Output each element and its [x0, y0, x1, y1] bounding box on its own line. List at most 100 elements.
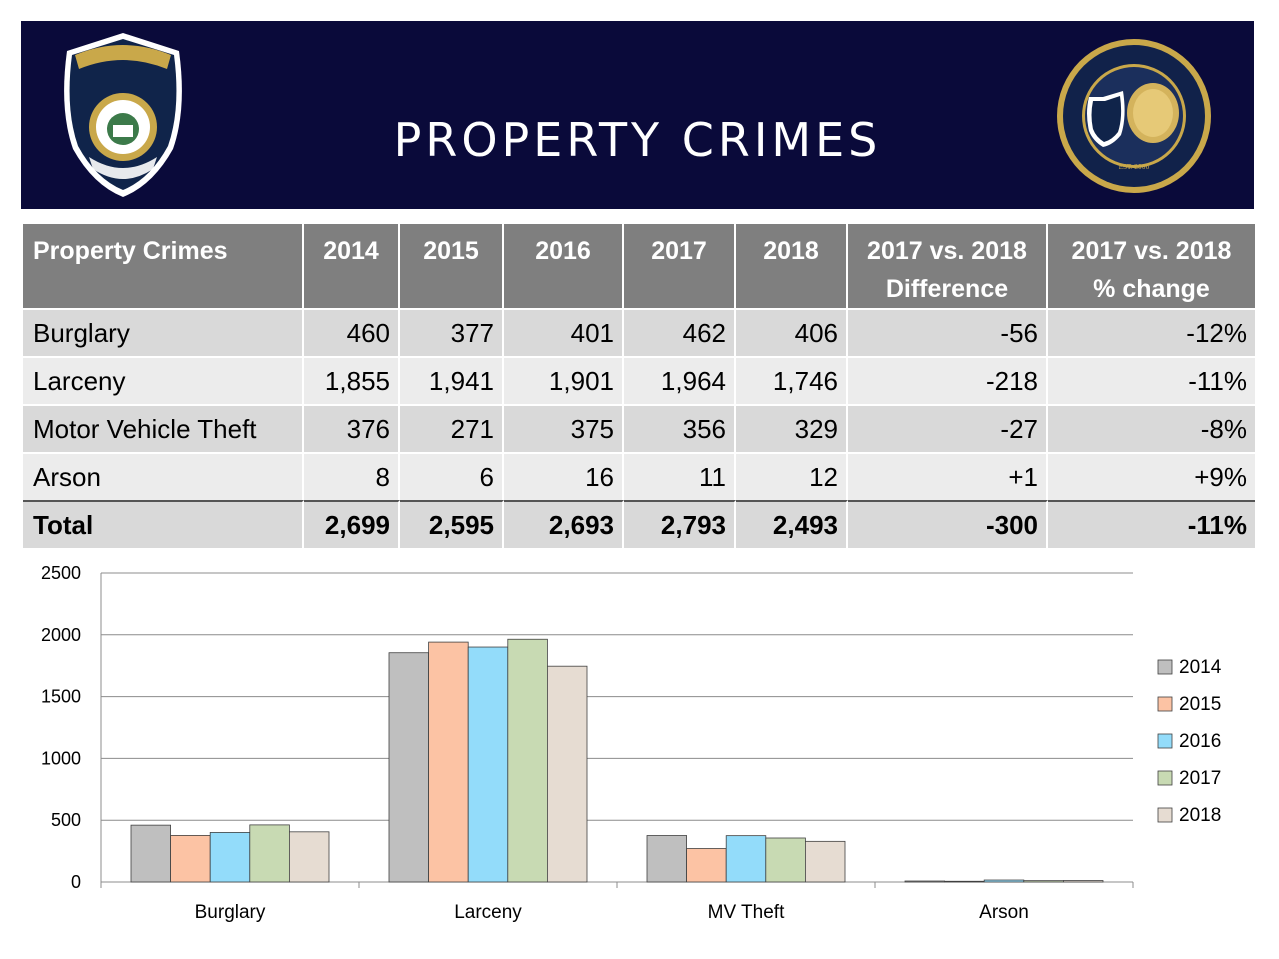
legend-label: 2018: [1179, 805, 1221, 826]
bar-larceny-2016: [467, 646, 509, 883]
table-cell: -11%: [1048, 356, 1255, 404]
table-cell: 460: [304, 308, 400, 356]
header-banner: PROPERTY CRIMES EST. 2006: [21, 21, 1254, 209]
table-cell: 8: [304, 452, 400, 500]
legend-swatch: [1157, 807, 1173, 823]
legend-swatch: [1157, 733, 1173, 749]
header-cell: 2017 vs. 2018% change: [1048, 224, 1255, 308]
table-cell: 1,941: [400, 356, 504, 404]
header-cell: 2017: [624, 224, 736, 308]
table-cell: 271: [400, 404, 504, 452]
table-cell: 2,493: [736, 500, 848, 548]
bar-mv-theft-2017: [765, 837, 806, 883]
bar-burglary-2014: [130, 824, 171, 883]
legend-swatch: [1157, 659, 1173, 675]
bar-mv-theft-2016: [725, 835, 767, 883]
bar-arson-2014: [904, 880, 945, 883]
page-title: PROPERTY CRIMES: [393, 113, 882, 167]
table-cell: +9%: [1048, 452, 1255, 500]
bar-arson-2015: [944, 880, 985, 883]
y-tick-label: 2000: [41, 625, 81, 645]
table-cell: 1,855: [304, 356, 400, 404]
table-cell: 329: [736, 404, 848, 452]
table-cell: 2,793: [624, 500, 736, 548]
header-cell: 2018: [736, 224, 848, 308]
table-cell: Larceny: [23, 356, 304, 404]
bar-burglary-2017: [249, 824, 290, 883]
table-cell: 2,699: [304, 500, 400, 548]
table-cell: +1: [848, 452, 1048, 500]
legend-label: 2016: [1179, 731, 1221, 752]
table-cell: 356: [624, 404, 736, 452]
y-tick-label: 0: [71, 872, 81, 892]
table-cell: -8%: [1048, 404, 1255, 452]
table-cell: 401: [504, 308, 624, 356]
table-cell: Arson: [23, 452, 304, 500]
table-cell: 375: [504, 404, 624, 452]
bar-mv-theft-2014: [646, 835, 687, 883]
bar-larceny-2018: [547, 665, 588, 883]
legend-label: 2015: [1179, 694, 1221, 715]
y-tick-label: 1500: [41, 687, 81, 707]
property-crimes-bar-chart: 0 500 1000 1500 2000 2500 Burglary Larceny MV Th…: [41, 563, 1222, 923]
legend-label: 2017: [1179, 768, 1221, 789]
table-row: Arson 8 6 16 11 12 +1 +9%: [23, 452, 1255, 500]
bar-arson-2016: [983, 879, 1025, 883]
table-cell: 11: [624, 452, 736, 500]
bar-arson-2017: [1023, 880, 1064, 883]
table-cell: 16: [504, 452, 624, 500]
legend-swatch: [1157, 696, 1173, 712]
table-cell: 2,595: [400, 500, 504, 548]
x-tick-label: MV Theft: [708, 902, 785, 923]
bar-mv-theft-2018: [805, 840, 846, 883]
table-cell: 1,746: [736, 356, 848, 404]
table-row: Motor Vehicle Theft 376 271 375 356 329 …: [23, 404, 1255, 452]
table-row: Larceny 1,855 1,941 1,901 1,964 1,746 -2…: [23, 356, 1255, 404]
table-cell: -12%: [1048, 308, 1255, 356]
x-tick-label: Arson: [979, 902, 1029, 923]
property-crimes-table: Property Crimes 2014 2015 2016 2017 2018…: [23, 224, 1255, 548]
table-cell: 462: [624, 308, 736, 356]
table-total-row: Total 2,699 2,595 2,693 2,793 2,493 -300…: [23, 500, 1255, 548]
table-cell: -27: [848, 404, 1048, 452]
bar-larceny-2017: [507, 638, 548, 883]
bar-larceny-2014: [388, 652, 429, 883]
table-cell: 6: [400, 452, 504, 500]
header-cell: Property Crimes: [23, 224, 304, 308]
table-cell: 376: [304, 404, 400, 452]
table-cell: 2,693: [504, 500, 624, 548]
x-tick-label: Larceny: [454, 902, 522, 923]
bar-burglary-2015: [170, 835, 211, 883]
table-cell: Total: [23, 500, 304, 548]
legend-swatch: [1157, 770, 1173, 786]
table-cell: -56: [848, 308, 1048, 356]
table-cell: -300: [848, 500, 1048, 548]
bar-burglary-2016: [209, 832, 251, 883]
table-cell: 377: [400, 308, 504, 356]
table-header-row: Property Crimes 2014 2015 2016 2017 2018…: [23, 224, 1255, 308]
svg-text:EST. 2006: EST. 2006: [1119, 164, 1150, 171]
table-row: Burglary 460 377 401 462 406 -56 -12%: [23, 308, 1255, 356]
y-tick-label: 500: [51, 810, 81, 830]
header-cell: 2016: [504, 224, 624, 308]
table-cell: 1,964: [624, 356, 736, 404]
table-cell: -11%: [1048, 500, 1255, 548]
table-cell: Motor Vehicle Theft: [23, 404, 304, 452]
table-cell: Burglary: [23, 308, 304, 356]
legend-label: 2014: [1179, 657, 1222, 678]
table-cell: 406: [736, 308, 848, 356]
police-badge-logo: [64, 33, 182, 197]
header-cell: 2014: [304, 224, 400, 308]
table-cell: 12: [736, 452, 848, 500]
bar-mv-theft-2015: [686, 848, 727, 883]
office-of-the-chief-seal: EST. 2006: [1057, 39, 1211, 193]
table-cell: -218: [848, 356, 1048, 404]
table-cell: 1,901: [504, 356, 624, 404]
header-cell: 2017 vs. 2018 Difference: [848, 224, 1048, 308]
header-cell: 2015: [400, 224, 504, 308]
bar-larceny-2015: [428, 641, 469, 883]
x-tick-label: Burglary: [195, 902, 266, 923]
bar-burglary-2018: [288, 831, 330, 883]
y-tick-label: 1000: [41, 748, 81, 768]
bar-arson-2018: [1063, 880, 1104, 883]
